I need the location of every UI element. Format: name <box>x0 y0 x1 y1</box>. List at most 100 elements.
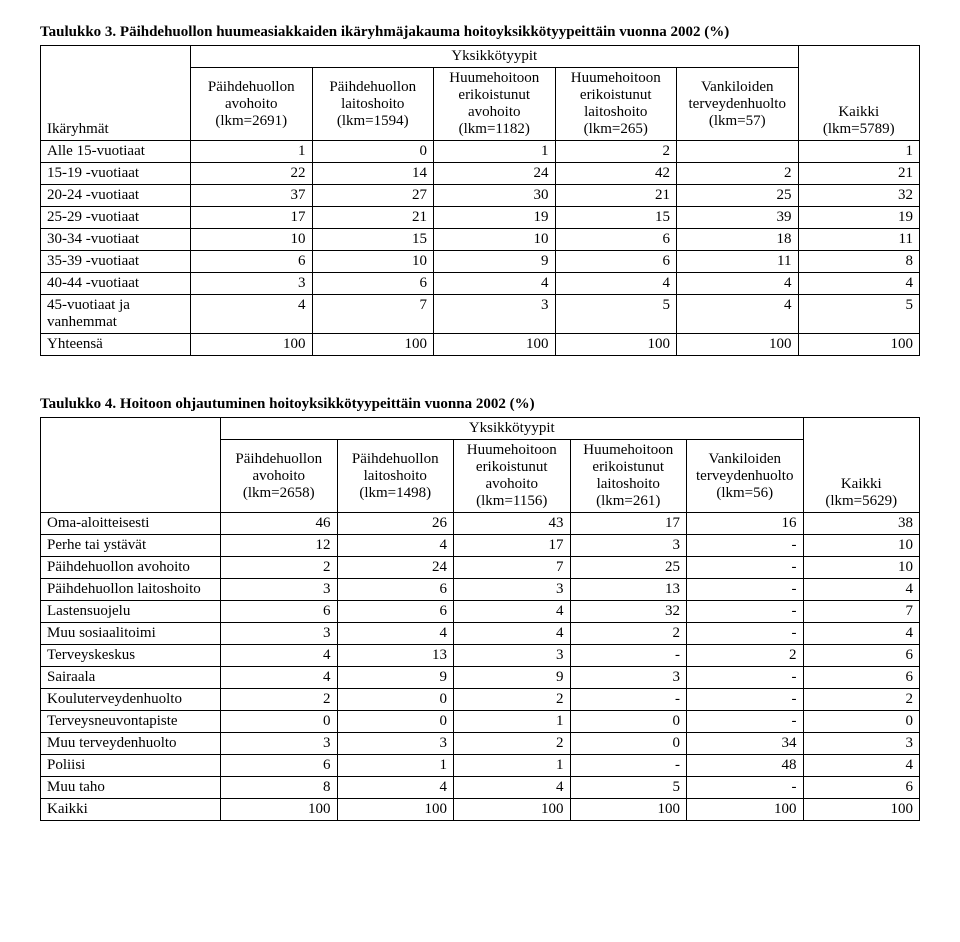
table4-cell: 3 <box>454 579 571 601</box>
table4-col-5: Kaikki (lkm=5629) <box>803 418 920 513</box>
table4-rowheader <box>41 418 221 513</box>
table-row: Kouluterveydenhuolto202--2 <box>41 689 920 711</box>
table4-cell: 6 <box>803 667 920 689</box>
table3-row-label: 15-19 -vuotiaat <box>41 163 191 185</box>
table4-cell: 9 <box>454 667 571 689</box>
table3-cell: 37 <box>191 185 313 207</box>
table3-body: Alle 15-vuotiaat1012115-19 -vuotiaat2214… <box>41 141 920 356</box>
table3-cell: 19 <box>434 207 556 229</box>
table3-cell: 100 <box>798 334 920 356</box>
table3-row-label: 35-39 -vuotiaat <box>41 251 191 273</box>
table-row: Päihdehuollon laitoshoito36313-4 <box>41 579 920 601</box>
table4-cell: 2 <box>570 623 687 645</box>
table4-title-label: Taulukko 4. <box>40 396 116 412</box>
table4-cell: 6 <box>337 601 454 623</box>
table4-cell: 4 <box>221 667 338 689</box>
table3-cell: 24 <box>434 163 556 185</box>
table4-row-label: Muu taho <box>41 777 221 799</box>
table4-cell: 4 <box>337 777 454 799</box>
table4-row-label: Terveyskeskus <box>41 645 221 667</box>
table4-cell: 4 <box>803 579 920 601</box>
table4-cell: 10 <box>803 557 920 579</box>
table-row: Kaikki100100100100100100 <box>41 799 920 821</box>
table4-row-label: Poliisi <box>41 755 221 777</box>
table3-cell: 4 <box>434 273 556 295</box>
table3-cell: 7 <box>312 295 434 334</box>
table-row: Päihdehuollon avohoito224725-10 <box>41 557 920 579</box>
table4-cell: - <box>687 777 804 799</box>
table4-cell: 48 <box>687 755 804 777</box>
table4-cell: 8 <box>221 777 338 799</box>
table4-cell: 6 <box>337 579 454 601</box>
table3-cell: 6 <box>191 251 313 273</box>
table4-row-label: Muu sosiaalitoimi <box>41 623 221 645</box>
table4-cell: 3 <box>221 623 338 645</box>
table3-cell: 11 <box>677 251 799 273</box>
table-row: 15-19 -vuotiaat22142442221 <box>41 163 920 185</box>
table4-cell: 0 <box>803 711 920 733</box>
table3-cell: 14 <box>312 163 434 185</box>
table4-cell: 4 <box>454 777 571 799</box>
table3-col-0: Päihdehuollon avohoito (lkm=2691) <box>191 68 313 141</box>
table3-cell: 10 <box>434 229 556 251</box>
table4-cell: 17 <box>570 513 687 535</box>
table3-cell: 18 <box>677 229 799 251</box>
table-row: 25-29 -vuotiaat172119153919 <box>41 207 920 229</box>
table4-cell: 3 <box>570 667 687 689</box>
table4-body: Oma-aloitteisesti462643171638Perhe tai y… <box>41 513 920 821</box>
table4-cell: 7 <box>803 601 920 623</box>
table4-cell: 17 <box>454 535 571 557</box>
table3-cell: 25 <box>677 185 799 207</box>
table4-col-2: Huumehoitoon erikoistunut avohoito (lkm=… <box>454 440 571 513</box>
table4-cell: 46 <box>221 513 338 535</box>
table-row: Terveysneuvontapiste0010-0 <box>41 711 920 733</box>
table4-cell: - <box>687 579 804 601</box>
table3-cell: 100 <box>312 334 434 356</box>
table3-cell: 2 <box>677 163 799 185</box>
table4-cell: 3 <box>570 535 687 557</box>
table3-title-label: Taulukko 3. <box>40 24 116 40</box>
table-row: Muu terveydenhuolto3320343 <box>41 733 920 755</box>
table4-row-label: Lastensuojelu <box>41 601 221 623</box>
table3-cell: 4 <box>677 273 799 295</box>
table3-cell: 6 <box>555 229 677 251</box>
table3-cell: 9 <box>434 251 556 273</box>
table4-cell: 7 <box>454 557 571 579</box>
table4-col-3: Huumehoitoon erikoistunut laitoshoito (l… <box>570 440 687 513</box>
table4-cell: 6 <box>803 777 920 799</box>
table4-cell: 3 <box>221 733 338 755</box>
table4-cell: 10 <box>803 535 920 557</box>
table3-cell: 5 <box>555 295 677 334</box>
table4-cell: 5 <box>570 777 687 799</box>
table4-row-label: Kouluterveydenhuolto <box>41 689 221 711</box>
table4-cell: 24 <box>337 557 454 579</box>
table-row: Poliisi611-484 <box>41 755 920 777</box>
table3-cell: 100 <box>555 334 677 356</box>
table-row: 45-vuotiaat ja vanhemmat473545 <box>41 295 920 334</box>
table3-cell: 4 <box>191 295 313 334</box>
table3-col-5: Kaikki (lkm=5789) <box>798 46 920 141</box>
table4: Yksikkötyypit Kaikki (lkm=5629) Päihdehu… <box>40 417 920 821</box>
table3-cell: 15 <box>555 207 677 229</box>
table4-cell: 4 <box>803 623 920 645</box>
table3-cell: 21 <box>312 207 434 229</box>
table4-cell: - <box>570 689 687 711</box>
table3-col-1: Päihdehuollon laitoshoito (lkm=1594) <box>312 68 434 141</box>
table4-cell: 34 <box>687 733 804 755</box>
table4-cell: 100 <box>570 799 687 821</box>
table4-cell: 0 <box>221 711 338 733</box>
table4-cell: - <box>687 623 804 645</box>
table3-row-label: 20-24 -vuotiaat <box>41 185 191 207</box>
table4-cell: 43 <box>454 513 571 535</box>
table4-cell: 4 <box>803 755 920 777</box>
table4-cell: 3 <box>803 733 920 755</box>
table4-cell: 3 <box>337 733 454 755</box>
table-row: 30-34 -vuotiaat10151061811 <box>41 229 920 251</box>
table3-cell <box>677 141 799 163</box>
table4-cell: 3 <box>221 579 338 601</box>
table4-cell: 4 <box>454 623 571 645</box>
table4-title-text: Hoitoon ohjautuminen hoitoyksikkötyypeit… <box>120 396 535 412</box>
table4-cell: 4 <box>221 645 338 667</box>
table3-title: Taulukko 3. Päihdehuollon huumeasiakkaid… <box>40 24 920 41</box>
table4-title: Taulukko 4. Hoitoon ohjautuminen hoitoyk… <box>40 396 920 413</box>
